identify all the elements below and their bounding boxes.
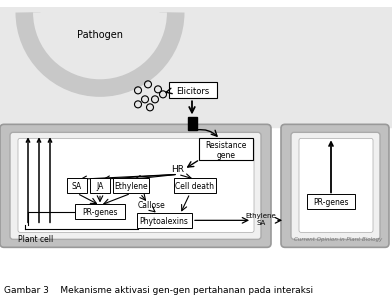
Text: Callose: Callose <box>138 201 166 210</box>
Bar <box>188 117 197 130</box>
Text: Phytoalexins: Phytoalexins <box>140 217 189 226</box>
Text: HR: HR <box>171 165 185 174</box>
FancyBboxPatch shape <box>113 178 149 193</box>
FancyBboxPatch shape <box>307 194 355 209</box>
FancyBboxPatch shape <box>291 132 380 239</box>
FancyBboxPatch shape <box>169 82 217 98</box>
FancyBboxPatch shape <box>137 213 192 228</box>
Text: PR-genes: PR-genes <box>82 208 118 217</box>
Text: Resistance
gene: Resistance gene <box>205 141 247 160</box>
Text: Ethylene: Ethylene <box>114 182 148 191</box>
Text: JA: JA <box>96 182 104 191</box>
FancyBboxPatch shape <box>0 124 271 247</box>
Bar <box>0 7 392 127</box>
FancyBboxPatch shape <box>199 138 253 160</box>
FancyBboxPatch shape <box>67 178 87 193</box>
FancyBboxPatch shape <box>299 138 373 232</box>
Text: SA: SA <box>72 182 82 191</box>
Text: PR-genes: PR-genes <box>313 198 349 207</box>
Text: Elicitors: Elicitors <box>176 87 210 96</box>
FancyBboxPatch shape <box>18 138 254 232</box>
FancyBboxPatch shape <box>174 178 216 193</box>
Wedge shape <box>45 12 155 67</box>
Text: Cell death: Cell death <box>176 182 214 191</box>
Text: Current Opinion in Plant Biology: Current Opinion in Plant Biology <box>294 237 382 242</box>
FancyBboxPatch shape <box>90 178 110 193</box>
Text: Gambar 3    Mekanisme aktivasi gen-gen pertahanan pada interaksi: Gambar 3 Mekanisme aktivasi gen-gen pert… <box>4 286 313 295</box>
FancyBboxPatch shape <box>10 132 261 239</box>
FancyBboxPatch shape <box>281 124 389 247</box>
Text: Ethylene
SA: Ethylene SA <box>246 213 276 226</box>
FancyBboxPatch shape <box>75 204 125 219</box>
Text: Plant cell: Plant cell <box>18 235 53 244</box>
Text: Pathogen: Pathogen <box>77 30 123 40</box>
